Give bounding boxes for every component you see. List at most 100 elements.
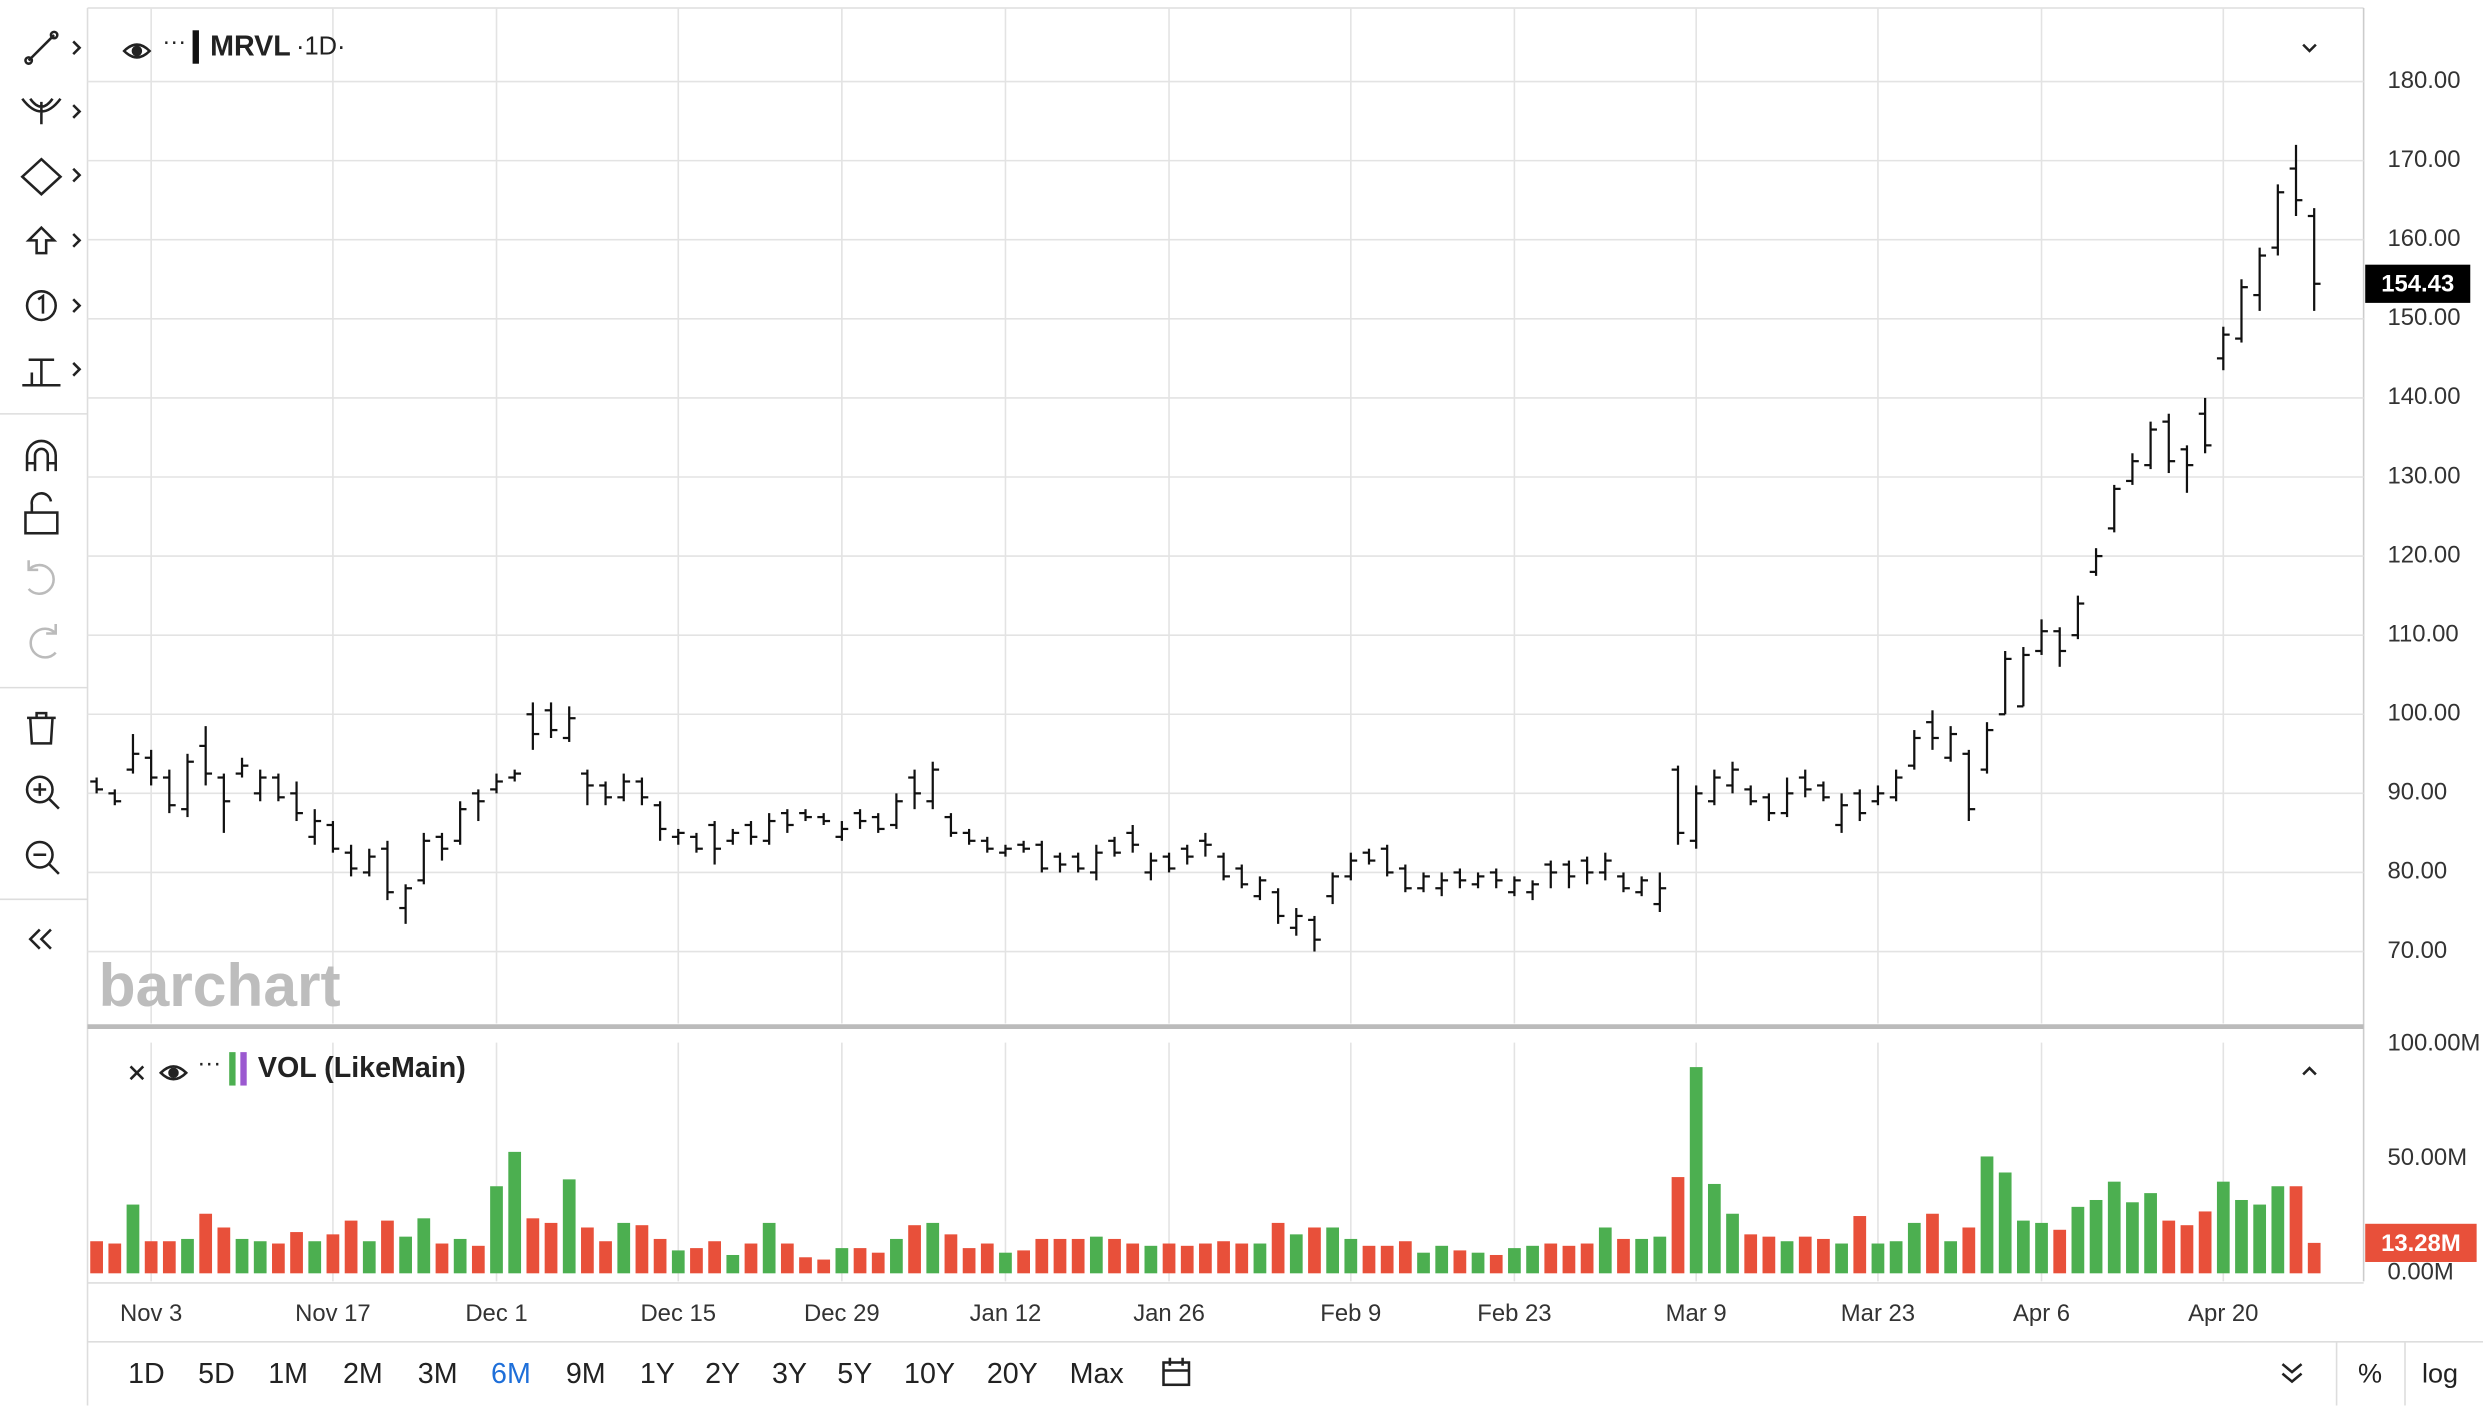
range-button[interactable]: 3Y: [772, 1358, 807, 1390]
volume-bar: [908, 1225, 921, 1274]
volume-bar: [1289, 1234, 1303, 1274]
volume-bar: [1817, 1238, 1830, 1274]
grid: 70.0080.0090.00100.00110.00120.00130.001…: [87, 7, 2480, 1327]
x-tick-label: Jan 12: [970, 1300, 1042, 1327]
series-color: [192, 30, 199, 64]
volume-bar: [1271, 1222, 1285, 1274]
lock-tool[interactable]: [24, 492, 59, 535]
range-button[interactable]: 1M: [268, 1358, 308, 1390]
volume-bar: [1526, 1245, 1539, 1274]
log-toggle[interactable]: log: [2422, 1358, 2458, 1388]
volume-bar: [890, 1238, 903, 1274]
y-tick-label: 70.00: [2388, 937, 2448, 964]
range-button[interactable]: 10Y: [904, 1358, 955, 1390]
zoom-in[interactable]: [25, 775, 60, 810]
range-button[interactable]: 5Y: [837, 1358, 872, 1390]
trendline-tool[interactable]: [24, 30, 82, 65]
measure-tool[interactable]: [22, 358, 82, 387]
range-button[interactable]: 20Y: [987, 1358, 1038, 1390]
volume-bar: [708, 1241, 721, 1274]
range-button[interactable]: 1Y: [640, 1358, 675, 1390]
volume-bar: [2271, 1186, 2285, 1274]
arrow-tool[interactable]: [25, 225, 82, 255]
volume-bar: [2289, 1186, 2303, 1274]
volume-bar: [1053, 1238, 1067, 1274]
range-button[interactable]: 6M: [491, 1358, 531, 1390]
shape-tool[interactable]: [20, 157, 82, 196]
visibility-toggle[interactable]: [158, 1065, 189, 1081]
volume-bar: [126, 1204, 140, 1274]
volume-bar: [1398, 1241, 1412, 1274]
x-tick-label: Feb 9: [1320, 1300, 1381, 1327]
y-tick-label: 130.00: [2388, 462, 2461, 489]
volume-bar: [2016, 1220, 2030, 1274]
undo[interactable]: [27, 560, 55, 595]
volume-bar: [562, 1179, 576, 1274]
volume-bar: [417, 1218, 431, 1274]
last-volume-box: [2365, 1223, 2477, 1262]
volume-bar: [1035, 1238, 1049, 1274]
volume-bar: [1253, 1243, 1267, 1274]
volume-bar: [1180, 1245, 1194, 1274]
volume-bar: [1726, 1213, 1739, 1274]
more-menu[interactable]: ···: [162, 28, 186, 55]
y-tick-label: 180.00: [2388, 67, 2461, 94]
collapse-study[interactable]: [2302, 1066, 2317, 1076]
range-button[interactable]: 3M: [418, 1358, 458, 1390]
watermark: barchart: [99, 951, 341, 1019]
volume-bar: [1544, 1243, 1558, 1274]
volume-bar: [1635, 1238, 1649, 1274]
y-tick-label: 90.00: [2388, 779, 2448, 806]
remove-study[interactable]: [129, 1065, 145, 1081]
calendar[interactable]: [1162, 1357, 1191, 1387]
volume-bar: [1707, 1183, 1721, 1274]
visibility-toggle[interactable]: [122, 43, 152, 59]
y-tick-label: 110.00: [2388, 620, 2459, 647]
volume-bar: [2162, 1220, 2176, 1274]
zoom-out[interactable]: [25, 840, 60, 875]
collapse-toolbar[interactable]: [28, 928, 52, 950]
volume-bar: [1871, 1243, 1885, 1274]
range-button[interactable]: Max: [1070, 1358, 1125, 1390]
volume-bar: [1489, 1254, 1503, 1274]
x-tick-label: Dec 1: [465, 1300, 527, 1327]
volume-bar: [1344, 1238, 1358, 1274]
number-tool[interactable]: [25, 290, 82, 322]
x-tick-label: Dec 29: [804, 1300, 880, 1327]
volume-header: ··· VOL (LikeMain): [129, 1050, 2317, 1086]
magnet-tool[interactable]: [25, 439, 57, 472]
volume-bar: [235, 1238, 249, 1274]
y-tick-label: 80.00: [2388, 858, 2448, 885]
fork-tool[interactable]: [21, 97, 82, 125]
y-tick-label: 50.00M: [2388, 1144, 2468, 1171]
volume-bar: [780, 1243, 794, 1274]
delete-tool[interactable]: [27, 711, 56, 745]
more-ranges[interactable]: [2281, 1363, 2303, 1384]
volume-bar: [1362, 1245, 1376, 1274]
more-menu[interactable]: ···: [197, 1050, 221, 1077]
range-button[interactable]: 9M: [566, 1358, 606, 1390]
volume-bar: [453, 1238, 467, 1274]
range-button[interactable]: 1D: [128, 1358, 165, 1390]
volume-bar: [1126, 1243, 1140, 1274]
volume-bar: [2107, 1181, 2121, 1274]
range-button[interactable]: 5D: [198, 1358, 235, 1390]
volume-bar: [1217, 1241, 1230, 1274]
collapse-header[interactable]: [2302, 43, 2317, 53]
volume-bar: [381, 1220, 394, 1274]
range-button[interactable]: 2Y: [705, 1358, 740, 1390]
redo[interactable]: [29, 623, 57, 659]
marks: 154.43 13.28M: [90, 144, 2477, 1274]
percent-toggle[interactable]: %: [2358, 1358, 2382, 1388]
volume-bar: [1144, 1245, 1158, 1274]
volume-bar: [308, 1241, 322, 1274]
x-tick-label: Mar 23: [1841, 1300, 1915, 1327]
range-button[interactable]: 2M: [343, 1358, 383, 1390]
volume-bar: [144, 1241, 158, 1274]
volume-bar: [1653, 1236, 1667, 1274]
volume-bar: [2089, 1199, 2103, 1274]
volume-bar: [2180, 1225, 2194, 1274]
volume-bar: [1508, 1248, 1521, 1274]
